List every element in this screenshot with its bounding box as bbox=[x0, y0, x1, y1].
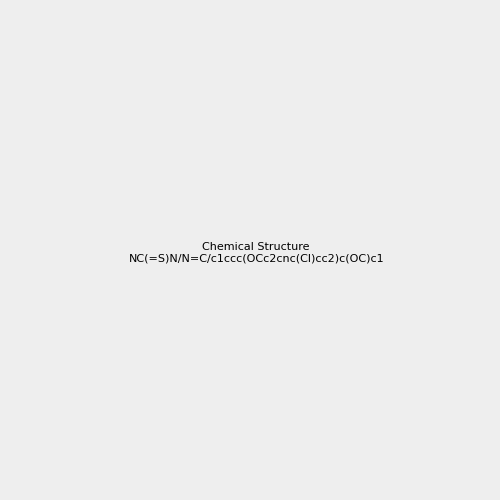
Text: Chemical Structure
NC(=S)N/N=C/c1ccc(OCc2cnc(Cl)cc2)c(OC)c1: Chemical Structure NC(=S)N/N=C/c1ccc(OCc… bbox=[128, 242, 384, 264]
